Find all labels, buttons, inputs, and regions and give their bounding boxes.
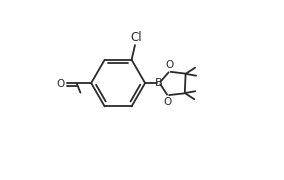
Text: O: O [57,79,65,89]
Text: O: O [163,97,172,107]
Text: Cl: Cl [130,31,142,44]
Text: B: B [155,78,162,88]
Text: O: O [166,60,174,70]
